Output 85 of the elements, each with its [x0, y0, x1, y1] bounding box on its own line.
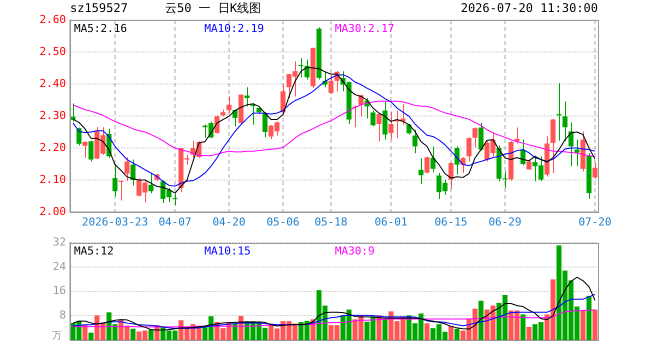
x-tick-label: 04-07	[158, 215, 192, 228]
bar	[130, 328, 136, 340]
bar	[454, 328, 460, 340]
bar	[580, 310, 586, 340]
candlestick	[478, 122, 484, 152]
candlestick	[430, 146, 436, 173]
candlestick	[130, 159, 136, 186]
candlestick	[382, 101, 388, 140]
candlestick	[328, 74, 334, 94]
y-axis-title: 万	[52, 330, 62, 342]
candlestick	[454, 146, 460, 176]
candlestick	[214, 114, 220, 134]
candlestick	[466, 136, 472, 162]
candlestick	[376, 112, 382, 142]
bar	[148, 329, 154, 340]
candlestick	[568, 122, 574, 167]
chart-subtitle: sz159527	[70, 1, 128, 16]
candlestick	[550, 118, 556, 174]
candlestick	[172, 193, 178, 206]
x-tick-label: 06-29	[488, 215, 522, 228]
candlestick	[304, 59, 310, 80]
candlestick	[112, 164, 118, 197]
candlestick	[502, 170, 508, 188]
bar	[520, 314, 526, 340]
candlestick	[280, 84, 286, 114]
x-tick-label: 06-01	[374, 215, 408, 228]
candlestick	[262, 112, 268, 138]
candlestick	[472, 127, 478, 148]
text: MA5:12	[74, 244, 114, 258]
y-tick-label: 2.30	[40, 108, 66, 122]
candlestick	[226, 96, 232, 114]
candlestick	[448, 162, 454, 190]
candlestick	[592, 162, 598, 180]
bar	[382, 319, 388, 340]
x-tick-label: 06-15	[434, 215, 468, 228]
bar	[88, 332, 94, 340]
candlestick	[424, 156, 430, 174]
x-tick-label: 05-18	[314, 215, 348, 228]
bar	[526, 326, 532, 340]
bar	[478, 300, 484, 340]
candlestick	[412, 129, 418, 154]
text: MA10:2.19	[204, 22, 264, 35]
x-tick-label: 07-20	[578, 215, 612, 228]
y-tick-label: 16	[52, 284, 66, 298]
bar	[232, 324, 238, 340]
bar	[448, 326, 454, 340]
y-tick-label: 2.50	[40, 44, 66, 58]
x-tick-label: 05-06	[266, 215, 300, 228]
candlestick	[298, 58, 304, 78]
bar	[586, 296, 592, 340]
y-tick-label: 2.00	[40, 204, 66, 218]
candlestick	[574, 139, 580, 167]
x-tick-label: 2026-03-23	[82, 215, 148, 228]
candlestick	[418, 158, 424, 184]
bar	[592, 310, 598, 340]
text: MA30:2.17	[334, 22, 394, 35]
y-tick-label: 32	[52, 235, 66, 248]
candlestick	[388, 112, 394, 140]
candlestick	[244, 86, 250, 107]
text: MA10:15	[204, 244, 251, 258]
candlestick	[406, 124, 412, 136]
bar	[82, 325, 88, 340]
candlestick	[148, 173, 154, 194]
text: MA5:2.16	[74, 22, 127, 35]
candlestick	[556, 82, 562, 142]
y-tick-label: 2.60	[40, 12, 66, 26]
chart-title: 云50 一 日K线图	[165, 1, 262, 16]
candlestick	[124, 156, 130, 182]
candlestick	[562, 100, 568, 142]
y-tick-label: 2.20	[40, 140, 66, 154]
candlestick	[526, 159, 532, 170]
y-tick-label: 2.40	[40, 76, 66, 90]
bar	[424, 323, 430, 340]
text: 2026-07-20 11:30:00	[460, 1, 598, 16]
y-tick-label: 8	[59, 308, 66, 322]
candlestick	[370, 110, 376, 127]
candlestick	[82, 140, 88, 158]
candlestick	[76, 127, 82, 146]
candlestick	[118, 180, 124, 201]
x-tick-label: 04-20	[212, 215, 246, 228]
text: MA30:9	[334, 244, 375, 258]
y-tick-label: 2.10	[40, 172, 66, 186]
candlestick	[514, 127, 520, 144]
y-tick-label: 24	[52, 260, 66, 273]
candlestick	[88, 140, 94, 162]
